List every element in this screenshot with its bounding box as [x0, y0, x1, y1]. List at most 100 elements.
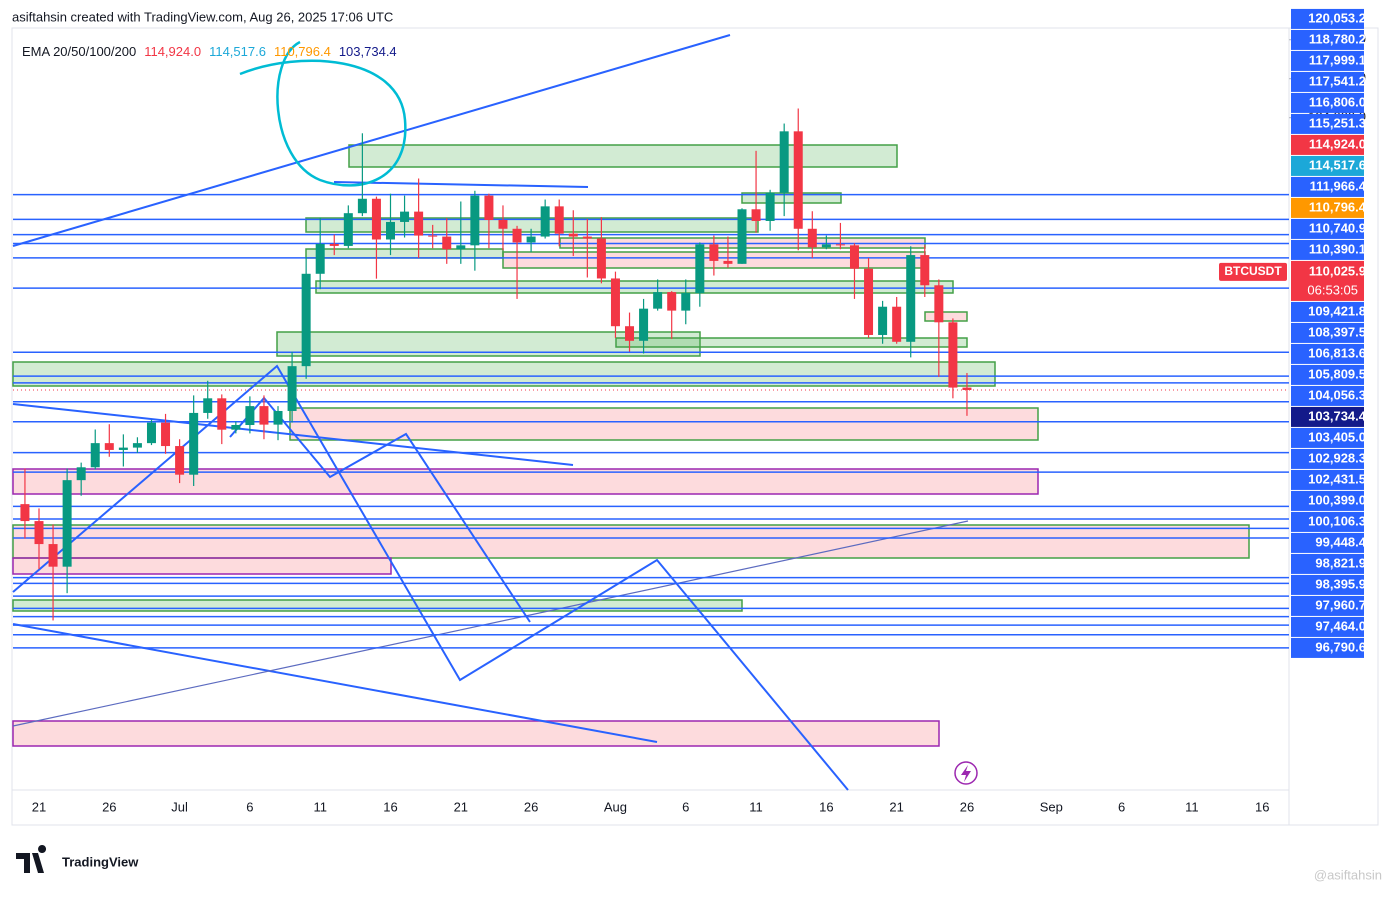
- zone: [12, 720, 940, 747]
- price-label: 110,796.4: [1309, 199, 1367, 214]
- price-label: 104,056.3: [1308, 387, 1366, 402]
- price-label: 110,025.9: [1309, 263, 1366, 278]
- x-tick-label: Aug: [604, 799, 627, 814]
- indicator-value: 114,924.0: [144, 44, 201, 59]
- price-label: 100,106.3: [1308, 513, 1366, 528]
- candles: [20, 108, 972, 621]
- price-label: 98,821.9: [1315, 555, 1366, 570]
- price-label: 109,421.8: [1308, 303, 1366, 318]
- x-tick-label: 16: [383, 799, 397, 814]
- candle-body: [709, 244, 719, 261]
- candle-body: [962, 387, 972, 391]
- zigzag: [12, 364, 849, 791]
- price-label-bg: [1291, 92, 1364, 113]
- price-label: 97,960.7: [1315, 597, 1366, 612]
- levels: [13, 193, 1289, 649]
- zone: [348, 144, 898, 168]
- candle-body: [301, 273, 311, 367]
- candle-body: [892, 306, 902, 342]
- zone: [289, 407, 1039, 441]
- x-tick-label: 21: [32, 799, 46, 814]
- zone: [315, 280, 954, 294]
- price-label-bg: [1291, 553, 1364, 574]
- trend-line: [12, 520, 969, 727]
- candle-body: [920, 255, 930, 286]
- candle-body: [807, 228, 817, 248]
- indicator-value: 114,517.6: [209, 44, 266, 59]
- candle-body: [667, 292, 677, 311]
- price-label-bg: [1291, 427, 1364, 448]
- price-label-bg: [1291, 50, 1364, 71]
- candle-body: [498, 220, 508, 229]
- candle-body: [48, 544, 58, 567]
- candle-body: [737, 209, 747, 264]
- candle-body: [751, 209, 761, 221]
- candle-body: [245, 406, 255, 426]
- price-label-bg: [1291, 343, 1364, 364]
- indicator-name: EMA 20/50/100/200: [22, 44, 136, 59]
- x-tick-label: 11: [313, 799, 327, 814]
- zone: [12, 599, 743, 612]
- candle-body: [343, 213, 353, 246]
- price-label: 100,399.0: [1308, 492, 1366, 507]
- x-tick-label: 16: [1255, 799, 1269, 814]
- brand: TradingView: [16, 845, 139, 873]
- candle-body: [596, 238, 606, 279]
- price-label: 110,740.9: [1309, 220, 1366, 235]
- freehand-circle: [239, 40, 407, 187]
- candle-body: [428, 235, 438, 237]
- candle-body: [625, 326, 635, 341]
- trend-line: [12, 623, 658, 743]
- brand-name: TradingView: [62, 854, 139, 869]
- candle-body: [864, 268, 874, 335]
- indicator-value: 110,796.4: [274, 44, 331, 59]
- candle-body: [821, 244, 831, 248]
- brand-logo: [16, 845, 47, 873]
- candle-body: [582, 236, 592, 239]
- candle-body: [217, 398, 227, 430]
- zone: [12, 557, 392, 575]
- candle-body: [189, 412, 199, 475]
- price-label: 99,448.4: [1315, 534, 1366, 549]
- x-tick-label: Sep: [1040, 799, 1063, 814]
- x-tick-label: 16: [819, 799, 833, 814]
- candle-body: [681, 293, 691, 311]
- price-label-bg: [1291, 176, 1364, 197]
- x-tick-label: 26: [524, 799, 538, 814]
- price-label-bg: [1291, 113, 1364, 134]
- candle-body: [526, 236, 536, 243]
- price-label-bg: [1291, 364, 1364, 385]
- attribution: asiftahsin created with TradingView.com,…: [12, 9, 393, 24]
- candle-body: [470, 195, 480, 246]
- zone: [12, 361, 996, 387]
- candle-body: [540, 206, 550, 237]
- x-tick-label: 6: [682, 799, 689, 814]
- x-tick-label: Jul: [171, 799, 188, 814]
- price-label-bg: [1291, 511, 1364, 532]
- price-label-bg: [1291, 616, 1364, 637]
- price-label-bg: [1291, 71, 1364, 92]
- price-label: 110,390.1: [1309, 241, 1366, 256]
- price-label-bg: [1291, 385, 1364, 406]
- zone: [12, 524, 1250, 559]
- price-label: 108,397.5: [1308, 324, 1366, 339]
- price-label-bg: [1291, 490, 1364, 511]
- candle-body: [793, 131, 803, 229]
- alert-icon-bolt: [961, 765, 971, 782]
- candle-body: [34, 521, 44, 545]
- x-tick-label: 26: [102, 799, 116, 814]
- symbol-label: BTCUSDT: [1224, 264, 1282, 278]
- x-tick-label: 21: [889, 799, 903, 814]
- price-label-bg: [1291, 637, 1364, 658]
- candle-body: [357, 198, 367, 214]
- indicator-value: 103,734.4: [339, 44, 397, 59]
- candle-body: [484, 195, 494, 220]
- price-label: 106,813.6: [1308, 345, 1366, 360]
- candle-body: [273, 410, 283, 425]
- price-label: 103,405.0: [1308, 429, 1366, 444]
- candle-body: [90, 443, 100, 468]
- watermark: @asiftahsin: [1314, 867, 1382, 882]
- price-label: 102,928.3: [1308, 450, 1366, 465]
- candle-body: [906, 255, 916, 342]
